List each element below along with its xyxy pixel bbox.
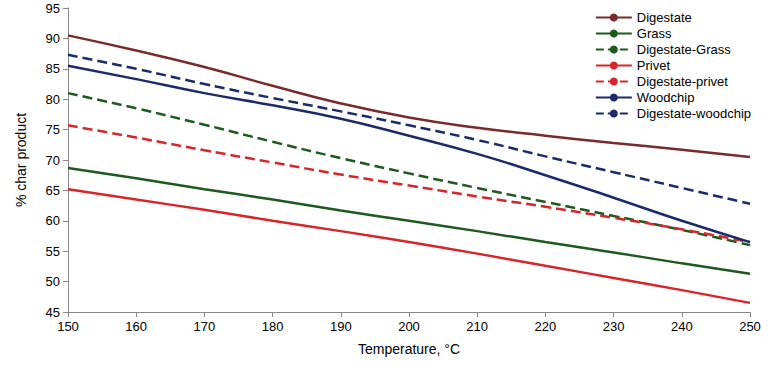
svg-text:95: 95	[46, 1, 60, 16]
svg-text:Privet: Privet	[637, 58, 671, 73]
svg-text:Woodchip: Woodchip	[637, 90, 695, 105]
svg-text:250: 250	[739, 319, 761, 334]
svg-text:70: 70	[46, 153, 60, 168]
svg-text:210: 210	[466, 319, 488, 334]
svg-text:Digestate-privet: Digestate-privet	[637, 74, 728, 89]
svg-text:160: 160	[125, 319, 147, 334]
svg-text:220: 220	[535, 319, 557, 334]
svg-text:180: 180	[262, 319, 284, 334]
svg-text:% char product: % char product	[13, 113, 29, 207]
svg-text:240: 240	[671, 319, 693, 334]
svg-text:60: 60	[46, 213, 60, 228]
svg-text:90: 90	[46, 31, 60, 46]
svg-text:85: 85	[46, 61, 60, 76]
svg-text:150: 150	[57, 319, 79, 334]
svg-text:80: 80	[46, 92, 60, 107]
svg-text:Digestate: Digestate	[637, 10, 692, 25]
svg-text:75: 75	[46, 122, 60, 137]
svg-text:170: 170	[194, 319, 216, 334]
svg-text:50: 50	[46, 274, 60, 289]
svg-text:Temperature, °C: Temperature, °C	[358, 341, 460, 357]
svg-text:Grass: Grass	[637, 26, 672, 41]
svg-text:55: 55	[46, 244, 60, 259]
svg-text:200: 200	[398, 319, 420, 334]
svg-text:45: 45	[46, 305, 60, 320]
svg-text:190: 190	[330, 319, 352, 334]
svg-text:Digestate-woodchip: Digestate-woodchip	[637, 106, 751, 121]
svg-text:65: 65	[46, 183, 60, 198]
svg-text:Digestate-Grass: Digestate-Grass	[637, 42, 731, 57]
svg-text:230: 230	[603, 319, 625, 334]
